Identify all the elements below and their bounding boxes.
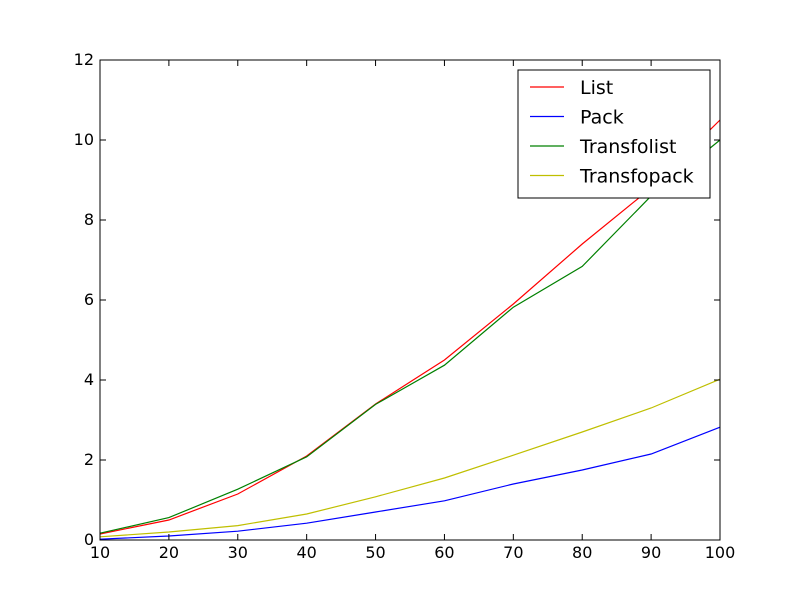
- x-tick-label: 70: [503, 543, 523, 562]
- x-tick-label: 40: [296, 543, 316, 562]
- x-tick-label: 60: [434, 543, 454, 562]
- legend-label-transfolist: Transfolist: [579, 136, 676, 158]
- series-line-list: [99, 119, 721, 535]
- legend-label-list: List: [580, 77, 613, 99]
- series-line-transfopack: [99, 378, 721, 538]
- x-tick-label: 50: [365, 543, 385, 562]
- x-tick-label: 30: [228, 543, 248, 562]
- legend-label-pack: Pack: [580, 107, 624, 129]
- ticks-layer: 10 20 30 40 50 60 70 80 90 100 0 2 4 6 8 10 12: [74, 50, 736, 562]
- y-tick-label: 4: [84, 370, 94, 389]
- x-tick-label: 20: [159, 543, 179, 562]
- plot-frame: [99, 59, 721, 541]
- x-tick-label: 100: [705, 543, 736, 562]
- legend: List Pack Transfolist Transfopack: [517, 69, 711, 199]
- series-layer: [99, 119, 721, 540]
- legend-box: [517, 69, 711, 199]
- y-tick-label: 2: [84, 450, 94, 469]
- series-line-pack: [99, 426, 721, 540]
- series-line-transfolist: [99, 139, 721, 534]
- y-tick-label: 0: [84, 530, 94, 549]
- legend-label-transfopack: Transfopack: [579, 166, 694, 188]
- y-tick-label: 8: [84, 210, 94, 229]
- y-tick-label: 10: [74, 130, 94, 149]
- y-tick-label: 12: [74, 50, 94, 69]
- y-tick-label: 6: [84, 290, 94, 309]
- x-tick-label: 90: [641, 543, 661, 562]
- x-tick-label: 10: [90, 543, 110, 562]
- x-tick-label: 80: [572, 543, 592, 562]
